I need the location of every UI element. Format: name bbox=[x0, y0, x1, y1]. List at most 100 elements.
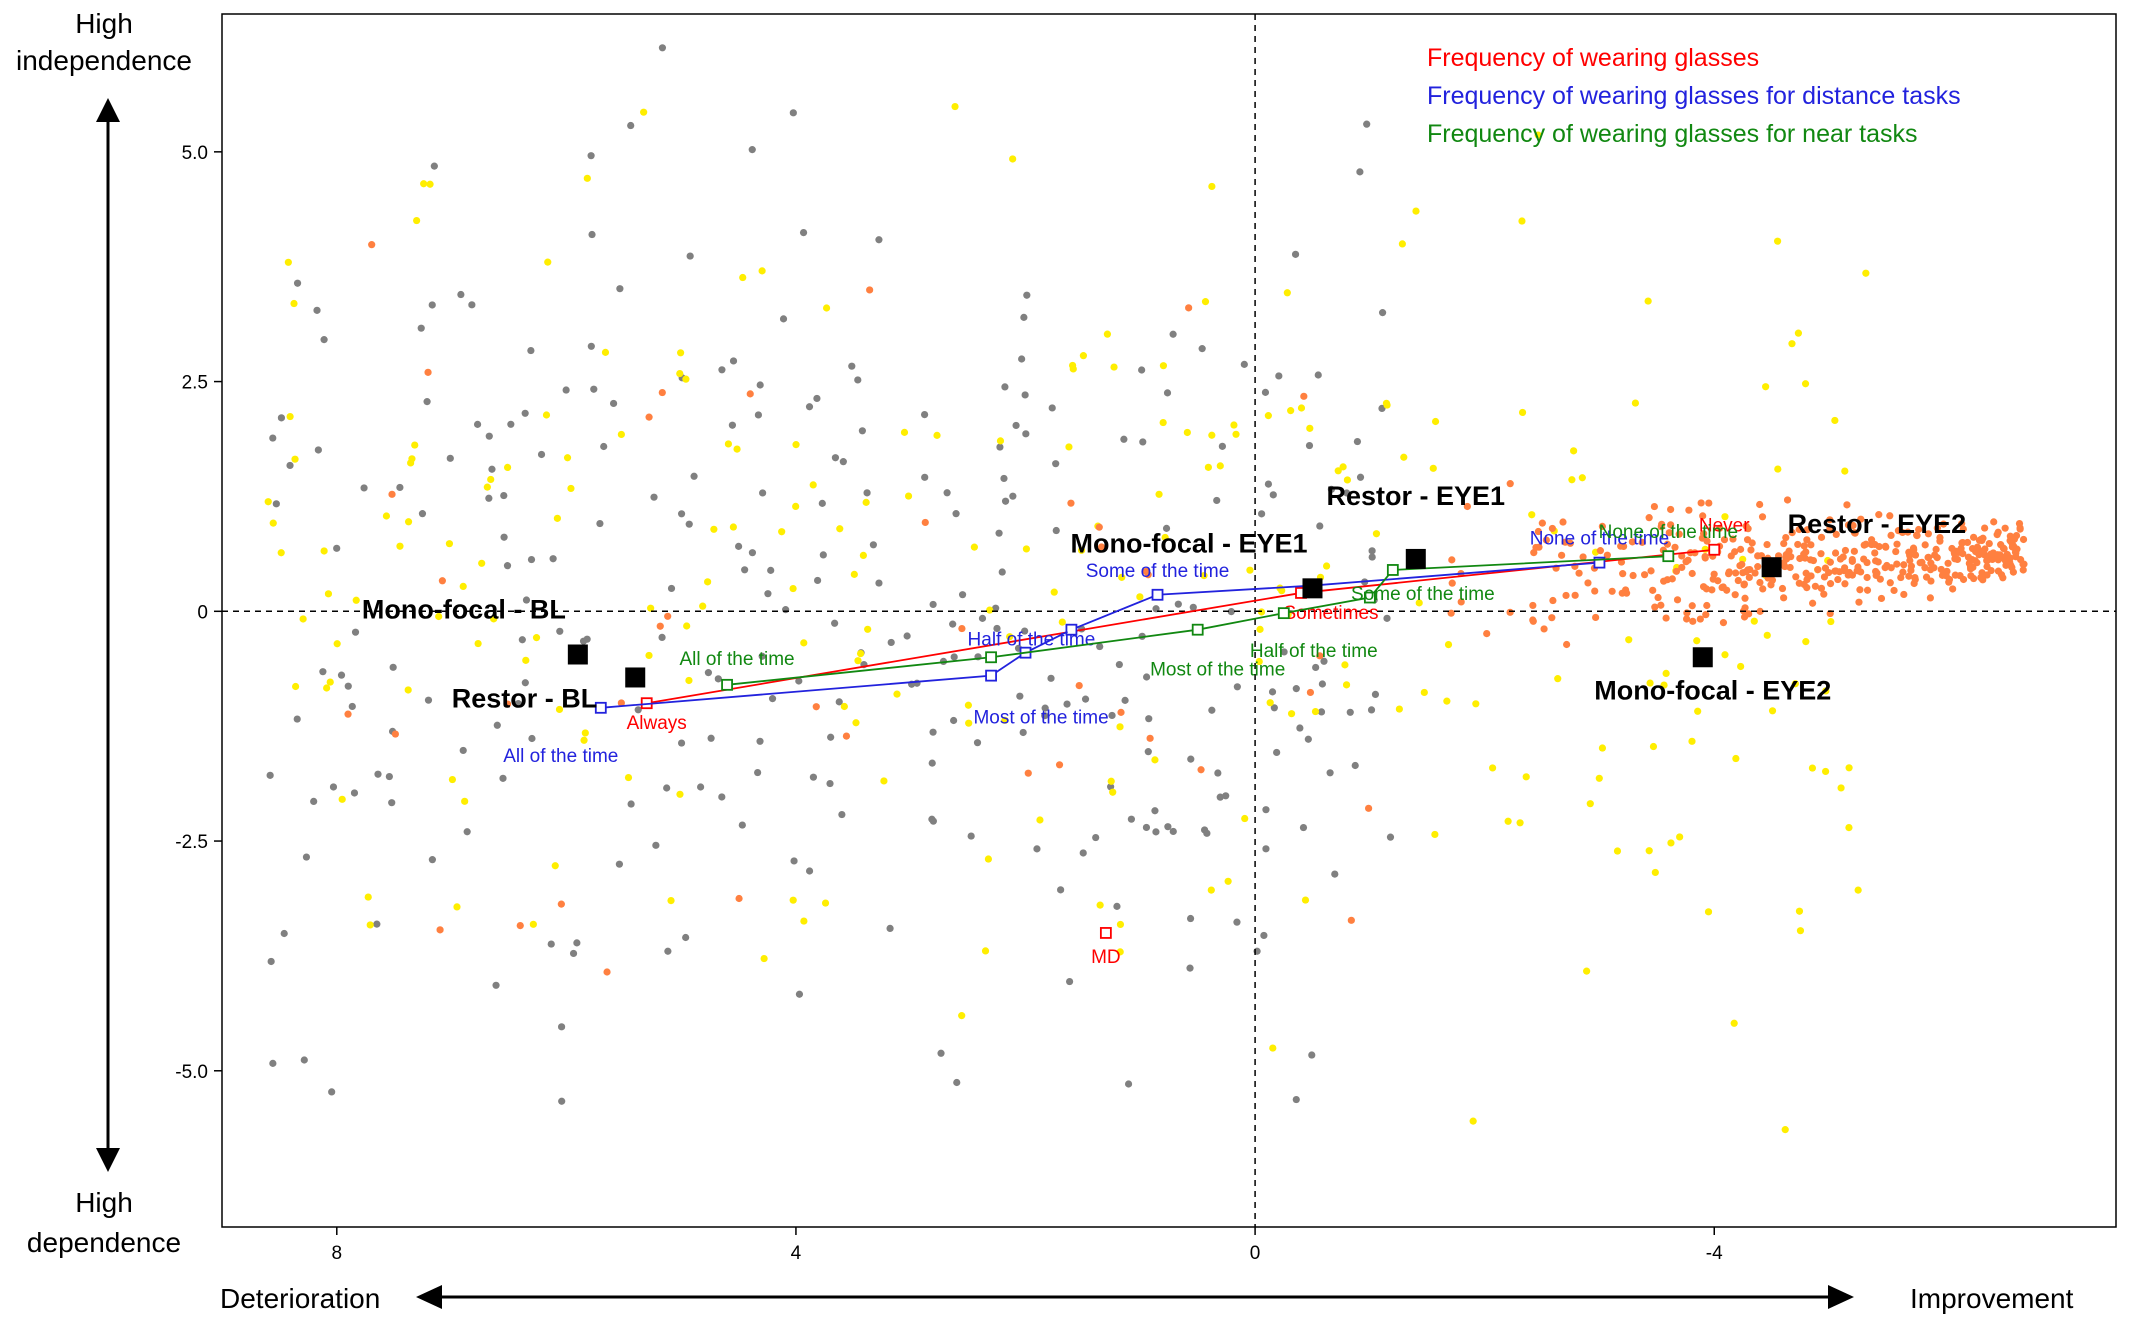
data-point bbox=[1979, 548, 1987, 557]
data-point bbox=[1949, 585, 1957, 593]
data-point bbox=[996, 443, 1004, 451]
data-point bbox=[1863, 573, 1871, 582]
data-point bbox=[1579, 553, 1587, 561]
series-layer: Always Sometimes Never All of the time Most … bbox=[503, 516, 1750, 968]
data-point bbox=[1827, 617, 1835, 626]
data-point bbox=[1568, 476, 1576, 484]
data-point bbox=[965, 719, 973, 727]
data-point bbox=[1383, 614, 1391, 622]
data-point bbox=[1138, 366, 1146, 374]
data-point bbox=[1939, 520, 1948, 528]
series-point bbox=[1191, 623, 1204, 636]
data-point bbox=[1802, 569, 1810, 577]
data-point bbox=[1283, 289, 1291, 297]
data-point bbox=[1801, 554, 1809, 562]
data-point bbox=[266, 771, 274, 779]
data-point bbox=[1921, 541, 1929, 549]
data-point bbox=[1685, 506, 1693, 514]
data-point bbox=[1260, 931, 1268, 940]
data-point bbox=[714, 675, 722, 683]
data-point bbox=[1012, 421, 1020, 430]
data-point bbox=[1851, 529, 1859, 537]
data-point bbox=[1110, 363, 1118, 371]
data-point bbox=[468, 301, 476, 309]
x-tick-label: -4 bbox=[1706, 1243, 1723, 1264]
data-point bbox=[813, 394, 821, 403]
data-point bbox=[1645, 847, 1653, 855]
data-point bbox=[933, 431, 941, 439]
group-marker bbox=[567, 644, 588, 665]
group-marker bbox=[1692, 647, 1713, 668]
data-point bbox=[677, 739, 686, 747]
data-point bbox=[1522, 773, 1530, 781]
data-point bbox=[1703, 601, 1711, 610]
data-point bbox=[1944, 559, 1952, 567]
data-point bbox=[1907, 562, 1915, 570]
data-point bbox=[368, 241, 376, 249]
data-point bbox=[741, 566, 749, 574]
data-point bbox=[1124, 1080, 1133, 1088]
data-point bbox=[1187, 755, 1195, 763]
data-point bbox=[1351, 761, 1359, 770]
data-point bbox=[1892, 547, 1900, 556]
data-point bbox=[615, 860, 624, 868]
data-point bbox=[1763, 540, 1771, 549]
series-point bbox=[594, 701, 607, 714]
series-point-label: Half of the time bbox=[1250, 641, 1378, 662]
data-point bbox=[1641, 571, 1649, 579]
data-point bbox=[1737, 662, 1745, 671]
data-point bbox=[388, 490, 396, 498]
data-point bbox=[992, 604, 1000, 612]
data-point bbox=[1185, 304, 1193, 312]
data-point bbox=[756, 381, 764, 389]
data-point bbox=[1363, 120, 1371, 128]
data-point bbox=[1875, 511, 1883, 519]
data-point bbox=[1964, 553, 1973, 561]
data-point bbox=[1077, 546, 1086, 554]
data-point bbox=[1811, 582, 1819, 590]
data-point bbox=[1910, 579, 1918, 588]
data-point bbox=[1353, 437, 1362, 446]
data-point bbox=[483, 483, 491, 491]
data-point bbox=[1136, 593, 1144, 601]
data-point bbox=[280, 929, 288, 938]
data-point bbox=[1978, 536, 1986, 545]
data-point bbox=[1693, 637, 1701, 645]
data-point bbox=[404, 686, 412, 694]
data-point bbox=[617, 430, 625, 439]
data-point bbox=[1931, 551, 1939, 559]
data-point bbox=[1578, 474, 1586, 482]
data-point bbox=[1855, 598, 1863, 606]
data-point bbox=[1796, 554, 1804, 563]
data-point bbox=[1203, 829, 1211, 837]
data-point bbox=[1742, 522, 1750, 530]
data-point bbox=[1308, 1051, 1316, 1059]
data-point bbox=[1278, 587, 1286, 595]
data-point bbox=[1562, 591, 1570, 600]
data-point bbox=[600, 442, 608, 451]
data-point bbox=[1886, 579, 1894, 587]
data-point bbox=[1121, 696, 1129, 704]
data-point bbox=[858, 427, 866, 435]
data-point bbox=[1660, 577, 1668, 585]
data-point bbox=[1667, 521, 1675, 529]
data-point bbox=[1316, 652, 1324, 660]
data-point bbox=[1151, 756, 1159, 764]
data-point bbox=[676, 369, 684, 378]
data-point bbox=[1990, 518, 1998, 526]
data-point bbox=[835, 698, 843, 706]
data-point bbox=[1860, 555, 1868, 563]
data-point bbox=[767, 566, 775, 574]
data-point bbox=[333, 640, 341, 648]
data-point bbox=[1095, 523, 1103, 531]
data-point bbox=[1831, 416, 1839, 425]
data-point bbox=[1292, 1095, 1300, 1104]
data-point bbox=[1814, 566, 1822, 574]
data-point bbox=[1264, 412, 1272, 420]
data-point bbox=[1571, 591, 1579, 599]
data-point bbox=[748, 146, 756, 154]
data-point bbox=[735, 894, 743, 903]
data-point bbox=[813, 576, 822, 585]
data-point bbox=[1586, 800, 1594, 808]
data-point bbox=[1116, 723, 1124, 731]
